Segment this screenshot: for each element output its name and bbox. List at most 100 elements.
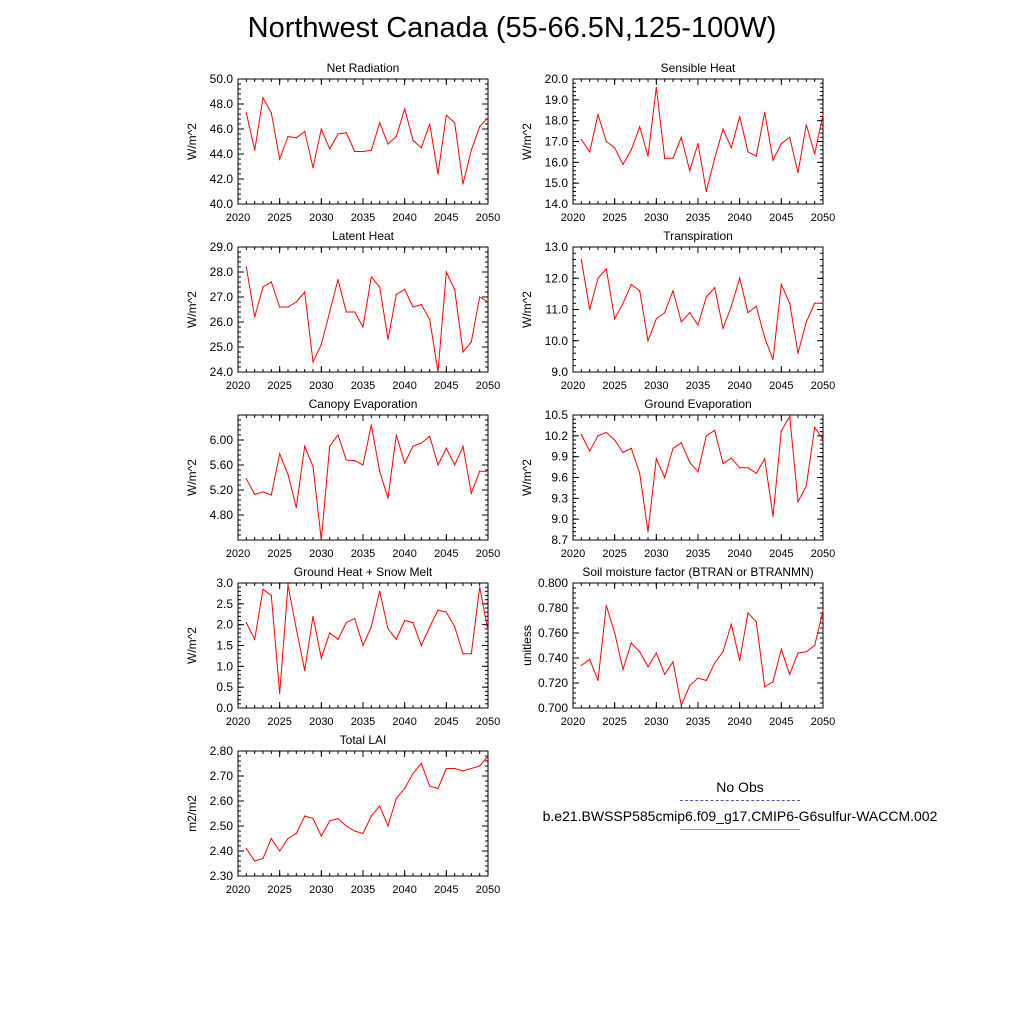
data-point <box>772 159 774 161</box>
data-point <box>580 664 582 667</box>
data-point <box>370 276 372 278</box>
plot-frame <box>572 414 824 541</box>
y-tick-label: 26.0 <box>210 315 234 329</box>
data-point <box>487 117 489 119</box>
x-tick-label: 2045 <box>434 212 458 224</box>
y-tick-label: 0.720 <box>538 676 568 690</box>
x-tick-label: 2030 <box>644 212 668 224</box>
x-tick-label: 2025 <box>267 716 291 728</box>
data-point <box>764 337 766 339</box>
x-tick-label: 2035 <box>351 380 375 392</box>
data-point <box>262 491 264 493</box>
y-tick-label: 9.6 <box>551 471 568 485</box>
data-point <box>462 351 464 353</box>
data-point <box>387 628 389 630</box>
data-point <box>780 283 782 286</box>
y-tick-label: 16.0 <box>545 155 569 169</box>
y-tick-label: 10.5 <box>545 408 569 422</box>
data-point <box>479 296 481 298</box>
data-point <box>370 149 372 151</box>
data-point <box>362 464 364 466</box>
y-tick-label: 1.0 <box>216 659 233 673</box>
x-tick-label: 2040 <box>392 884 416 896</box>
data-point <box>722 463 724 465</box>
data-point <box>630 283 632 286</box>
data-point <box>730 147 732 149</box>
x-tick-label: 2020 <box>226 212 250 224</box>
data-point <box>420 762 422 765</box>
series-line <box>245 755 489 862</box>
x-tick-label: 2035 <box>686 212 710 224</box>
x-tick-label: 2030 <box>309 884 333 896</box>
data-point <box>270 494 272 496</box>
data-point <box>714 287 716 289</box>
x-tick-label: 2020 <box>226 884 250 896</box>
y-tick-label: 9.3 <box>551 491 568 505</box>
data-point <box>345 825 347 827</box>
data-point <box>479 470 481 472</box>
data-point <box>487 301 489 303</box>
data-point <box>254 860 256 862</box>
x-tick-label: 2020 <box>561 716 585 728</box>
data-point <box>262 97 264 99</box>
series-line <box>245 266 489 373</box>
x-tick-label: 2050 <box>811 716 835 728</box>
y-tick-label: 5.60 <box>210 458 234 472</box>
x-tick-label: 2030 <box>309 212 333 224</box>
data-point <box>412 139 414 141</box>
data-point <box>730 623 732 625</box>
data-point <box>420 442 422 444</box>
data-point <box>672 157 674 159</box>
x-tick-label: 2040 <box>727 716 751 728</box>
data-point <box>630 149 632 151</box>
x-tick-label: 2020 <box>561 212 585 224</box>
y-tick-label: 0.760 <box>538 626 568 640</box>
data-point <box>320 343 322 346</box>
x-tick-label: 2045 <box>434 380 458 392</box>
data-point <box>287 473 289 475</box>
data-point <box>664 476 666 479</box>
x-tick-label: 2050 <box>476 548 500 560</box>
data-point <box>387 497 389 499</box>
data-point <box>680 442 682 444</box>
data-point <box>822 302 824 304</box>
data-point <box>622 668 624 670</box>
data-point <box>454 464 456 466</box>
data-point <box>245 266 247 268</box>
data-point <box>605 268 607 270</box>
x-tick-label: 2050 <box>476 380 500 392</box>
data-point <box>412 772 414 775</box>
y-tick-label: 10.2 <box>545 429 569 443</box>
x-tick-label: 2020 <box>561 548 585 560</box>
y-tick-label: 11.0 <box>546 303 569 317</box>
data-point <box>789 673 791 675</box>
data-point <box>755 305 757 307</box>
data-point <box>312 465 314 467</box>
x-tick-label: 2035 <box>351 212 375 224</box>
y-tick-label: 24.0 <box>210 365 234 379</box>
data-point <box>647 155 649 157</box>
x-tick-label: 2050 <box>476 716 500 728</box>
x-tick-label: 2035 <box>351 548 375 560</box>
data-point <box>387 143 389 145</box>
data-point <box>454 626 456 628</box>
data-point <box>622 163 624 166</box>
x-tick-label: 2030 <box>644 716 668 728</box>
data-point <box>470 341 472 343</box>
data-point <box>429 123 431 125</box>
x-tick-label: 2040 <box>392 212 416 224</box>
y-tick-label: 19.0 <box>545 93 569 107</box>
data-point <box>705 679 707 682</box>
data-point <box>747 612 749 614</box>
data-point <box>437 464 439 466</box>
legend-label-no-obs: No Obs <box>716 779 764 795</box>
data-point <box>747 312 749 314</box>
data-point <box>312 167 314 169</box>
data-point <box>454 767 456 770</box>
data-point <box>429 785 431 787</box>
data-point <box>404 787 406 790</box>
x-tick-label: 2045 <box>434 548 458 560</box>
panel-title: Soil moisture factor (BTRAN or BTRANMN) <box>582 565 813 579</box>
data-point <box>680 321 682 323</box>
data-point <box>262 286 264 288</box>
